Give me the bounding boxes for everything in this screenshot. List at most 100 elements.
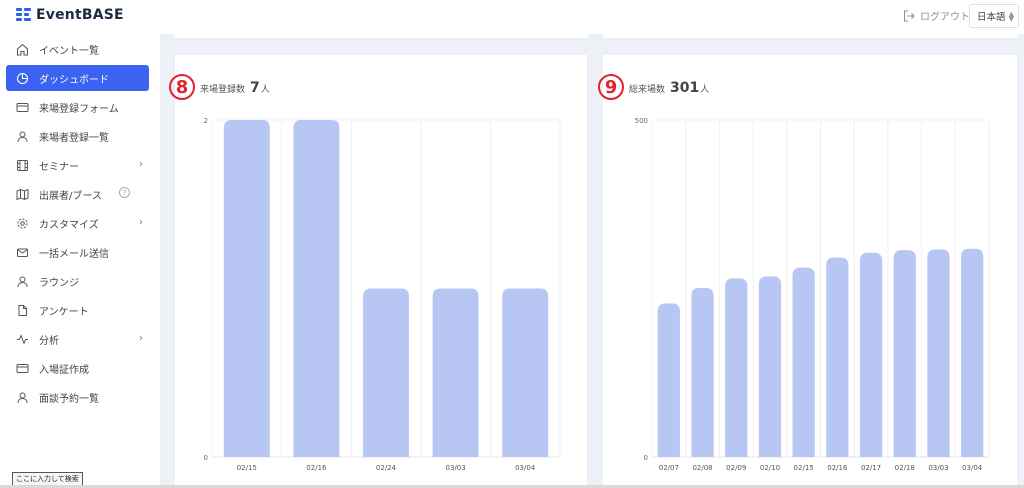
sidebar-item-label: 面談予約一覧 — [39, 393, 99, 405]
card-title-label: 来場登録数 — [200, 85, 246, 95]
y-tick-label: 0 — [644, 454, 648, 462]
sidebar-item-customize[interactable]: カスタマイズ › — [6, 210, 149, 236]
x-tick-label: 03/04 — [515, 464, 536, 472]
bar — [893, 250, 916, 457]
card-top-strip — [603, 34, 1017, 38]
sidebar-item-label: 入場証作成 — [39, 364, 89, 376]
home-icon — [16, 43, 29, 56]
bar — [927, 249, 950, 457]
sidebar-item-label: セミナー — [39, 161, 79, 173]
form-icon — [16, 101, 29, 114]
x-tick-label: 02/15 — [794, 464, 814, 472]
sidebar-item-event-list[interactable]: イベント一覧 — [6, 36, 149, 62]
sidebar: イベント一覧 ダッシュボード 来場登録フォーム 来場者登録一覧 セミナー › 出… — [0, 34, 160, 488]
card-title: 総来場数 301 人 — [629, 80, 709, 96]
mail-icon — [16, 246, 29, 259]
card-title-label: 総来場数 — [629, 85, 666, 95]
film-icon — [16, 159, 29, 172]
chart-grid — [211, 119, 561, 458]
visits-bar-chart: 0 500 02/07 02/08 02/09 02/10 02/15 02/16 02/17 0… — [635, 117, 990, 472]
search-tooltip: ここに入力して検索 — [12, 472, 83, 486]
bar — [758, 276, 782, 457]
app-logo[interactable]: EventBASE — [16, 7, 124, 23]
card-unit: 人 — [700, 85, 710, 95]
sidebar-item-label: 来場者登録一覧 — [39, 132, 109, 144]
x-tick-label: 03/03 — [446, 464, 466, 472]
logout-button[interactable]: ログアウト — [903, 8, 970, 23]
logout-icon — [903, 9, 915, 22]
sidebar-item-label: 一括メール送信 — [39, 248, 109, 260]
language-value: 日本語 — [977, 12, 1006, 23]
x-tick-label: 02/15 — [237, 464, 257, 472]
bar — [223, 120, 270, 457]
sidebar-item-label: アンケート — [39, 306, 89, 318]
x-tick-label: 02/16 — [827, 464, 848, 472]
sidebar-item-lounge[interactable]: ラウンジ — [6, 268, 149, 294]
sidebar-item-label: イベント一覧 — [39, 45, 99, 57]
sidebar-item-registration-form[interactable]: 来場登録フォーム — [6, 94, 149, 120]
chevron-right-icon: › — [139, 159, 143, 170]
sidebar-item-analysis[interactable]: 分析 › — [6, 326, 149, 352]
sidebar-item-label: 出展者/ブース — [39, 190, 102, 202]
x-tick-label: 02/18 — [895, 464, 915, 472]
gear-icon — [16, 217, 29, 230]
bar — [826, 257, 849, 457]
x-tick-label: 02/10 — [760, 464, 780, 472]
language-select[interactable]: 日本語 ▲ ▼ — [969, 4, 1019, 28]
bar — [657, 303, 680, 457]
sidebar-item-dashboard[interactable]: ダッシュボード — [6, 65, 149, 91]
bar — [691, 287, 714, 457]
card-unit: 人 — [260, 85, 270, 95]
bottom-border — [0, 485, 1024, 488]
card-top-strip — [175, 34, 588, 38]
y-tick-label: 0 — [204, 454, 208, 462]
logo-icon — [16, 7, 31, 23]
top-header: EventBASE ログアウト 日本語 ▲ ▼ — [0, 0, 1024, 34]
sidebar-item-exhibitors[interactable]: 出展者/ブース ? — [6, 181, 149, 207]
x-tick-label: 02/08 — [692, 464, 712, 472]
sidebar-item-label: ダッシュボード — [39, 74, 109, 86]
bar — [432, 288, 479, 457]
registration-bar-chart: 0 2 02/15 02/16 02/24 03/03 03/04 — [204, 117, 561, 472]
bar — [293, 120, 340, 457]
chevron-right-icon: › — [139, 217, 143, 228]
sidebar-item-bulk-mail[interactable]: 一括メール送信 — [6, 239, 149, 265]
select-caret-icon: ▲ ▼ — [1008, 10, 1014, 23]
x-tick-label: 02/09 — [726, 464, 746, 472]
x-tick-label: 03/04 — [962, 464, 983, 472]
app-name: EventBASE — [36, 7, 124, 23]
annotation-badge: 9 — [598, 74, 624, 100]
card-total: 7 — [250, 80, 260, 96]
logout-label: ログアウト — [920, 12, 970, 23]
user-icon — [16, 391, 29, 404]
bar — [725, 278, 748, 457]
x-tick-label: 02/17 — [861, 464, 881, 472]
y-tick-label: 2 — [204, 117, 208, 125]
x-tick-label: 03/03 — [928, 464, 948, 472]
sidebar-item-visitor-list[interactable]: 来場者登録一覧 — [6, 123, 149, 149]
y-tick-label: 500 — [635, 117, 648, 125]
sidebar-item-entry-pass[interactable]: 入場証作成 — [6, 355, 149, 381]
chevron-right-icon: › — [139, 333, 143, 344]
card-total: 301 — [670, 80, 700, 96]
card-title: 来場登録数 7 人 — [200, 80, 270, 96]
chart-grid — [651, 119, 990, 458]
help-icon[interactable]: ? — [119, 187, 130, 198]
sidebar-item-label: 来場登録フォーム — [39, 103, 119, 115]
annotation-badge: 8 — [169, 74, 195, 100]
map-icon — [16, 188, 29, 201]
sidebar-item-label: ラウンジ — [39, 277, 79, 289]
user-icon — [16, 130, 29, 143]
sidebar-item-seminar[interactable]: セミナー › — [6, 152, 149, 178]
sidebar-item-label: 分析 — [39, 335, 59, 347]
sidebar-item-survey[interactable]: アンケート — [6, 297, 149, 323]
x-tick-label: 02/24 — [376, 464, 397, 472]
bar — [792, 267, 815, 457]
bar — [363, 288, 409, 457]
document-icon — [16, 304, 29, 317]
user-icon — [16, 275, 29, 288]
bar — [961, 248, 984, 457]
sidebar-item-meeting-list[interactable]: 面談予約一覧 — [6, 384, 149, 410]
activity-icon — [16, 333, 29, 346]
card-icon — [16, 362, 29, 375]
